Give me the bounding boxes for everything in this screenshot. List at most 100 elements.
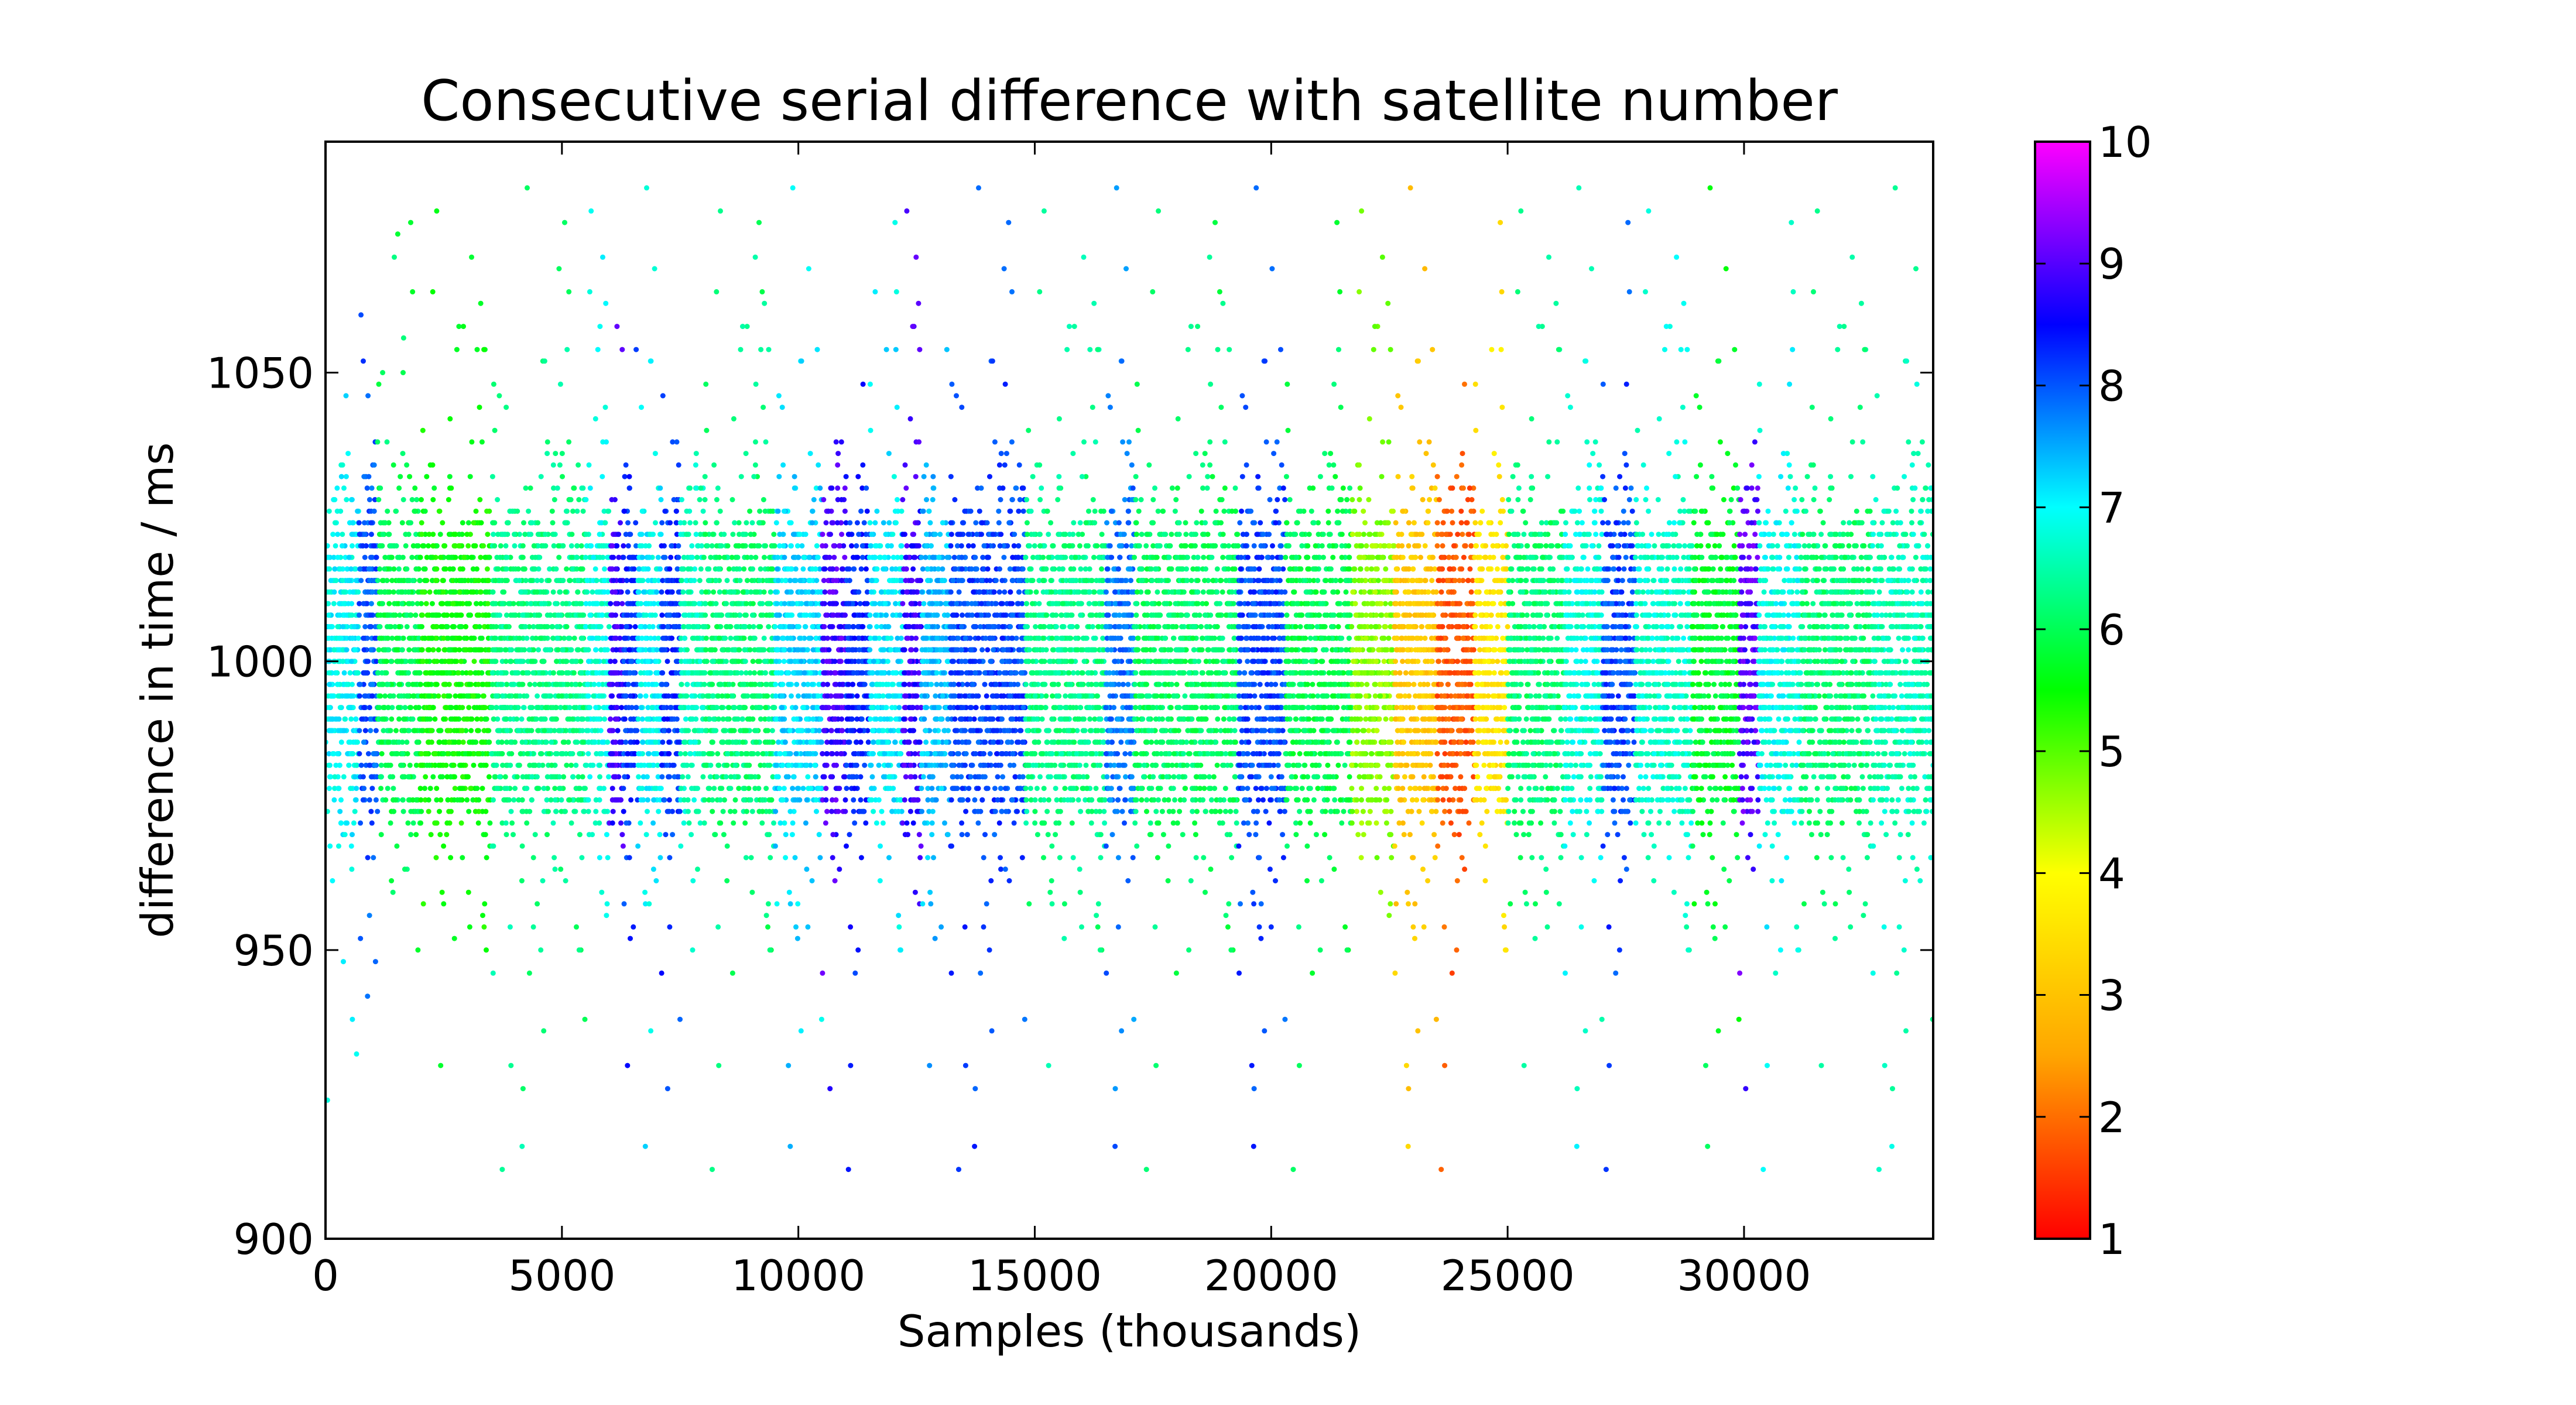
- scatter-point: [472, 647, 478, 653]
- scatter-point: [412, 485, 418, 491]
- scatter-point: [570, 716, 576, 722]
- scatter-point: [574, 554, 579, 560]
- scatter-point: [539, 601, 544, 606]
- scatter-point: [705, 578, 711, 584]
- scatter-point: [582, 1016, 588, 1022]
- scatter-point: [512, 543, 518, 549]
- scatter-point: [658, 532, 664, 537]
- scatter-point: [491, 716, 496, 722]
- scatter-point: [396, 705, 402, 711]
- scatter-point: [487, 820, 493, 826]
- scatter-point: [379, 543, 385, 549]
- scatter-point: [494, 705, 499, 711]
- scatter-point: [560, 474, 565, 479]
- scatter-point: [355, 635, 361, 641]
- scatter-point: [578, 566, 584, 572]
- scatter-point: [360, 774, 366, 780]
- scatter-point: [399, 589, 405, 595]
- scatter-point: [368, 601, 374, 606]
- scatter-point: [519, 1143, 525, 1149]
- scatter-point: [483, 612, 489, 618]
- scatter-point: [410, 820, 416, 826]
- scatter-point: [498, 670, 503, 676]
- scatter-point: [535, 693, 540, 699]
- scatter-point: [400, 578, 406, 584]
- scatter-point: [407, 601, 412, 606]
- scatter-point: [649, 705, 655, 711]
- scatter-point: [752, 254, 758, 260]
- scatter-point: [380, 532, 386, 537]
- scatter-point: [748, 635, 753, 641]
- scatter-point: [766, 808, 772, 814]
- scatter-point: [346, 762, 352, 768]
- scatter-point: [732, 808, 738, 814]
- scatter-point: [477, 405, 482, 410]
- scatter-point: [681, 820, 687, 826]
- scatter-point: [451, 543, 457, 549]
- scatter-point: [621, 543, 626, 549]
- scatter-point: [491, 797, 496, 803]
- scatter-point: [535, 705, 541, 711]
- scatter-point: [644, 670, 650, 676]
- scatter-point: [593, 808, 599, 814]
- scatter-point: [366, 762, 372, 768]
- scatter-point: [687, 751, 693, 756]
- scatter-point: [689, 543, 695, 549]
- scatter-point: [761, 497, 766, 502]
- scatter-point: [368, 532, 374, 537]
- scatter-point: [332, 497, 338, 502]
- scatter-point: [689, 554, 695, 560]
- scatter-point: [666, 808, 672, 814]
- scatter-point: [679, 578, 684, 584]
- scatter-point: [550, 716, 556, 722]
- scatter-point: [347, 705, 353, 711]
- scatter-point: [532, 762, 538, 768]
- scatter-point: [597, 786, 602, 791]
- scatter-point: [716, 716, 721, 722]
- scatter-point: [577, 601, 583, 606]
- scatter-point: [407, 474, 413, 479]
- scatter-point: [432, 820, 438, 826]
- scatter-point: [568, 647, 574, 653]
- scatter-point: [407, 612, 413, 618]
- scatter-point: [701, 624, 707, 629]
- scatter-point: [354, 786, 359, 791]
- scatter-point: [678, 647, 684, 653]
- scatter-point: [327, 624, 332, 629]
- scatter-point: [496, 393, 502, 399]
- scatter-point: [574, 924, 579, 930]
- scatter-point: [363, 693, 369, 699]
- scatter-point: [376, 381, 382, 387]
- scatter-point: [330, 751, 335, 756]
- scatter-point: [615, 728, 621, 734]
- scatter-point: [489, 589, 495, 595]
- scatter-point: [600, 254, 605, 260]
- scatter-point: [419, 728, 424, 734]
- scatter-point: [444, 832, 450, 838]
- scatter-point: [742, 786, 748, 791]
- scatter-point: [391, 566, 397, 572]
- scatter-point: [344, 820, 350, 826]
- scatter-point: [708, 554, 714, 560]
- scatter-point: [605, 508, 611, 514]
- scatter-point: [396, 624, 402, 629]
- scatter-point: [614, 681, 620, 687]
- scatter-point: [575, 716, 581, 722]
- scatter-point: [495, 532, 501, 537]
- scatter-point: [405, 681, 411, 687]
- scatter-point: [433, 855, 439, 861]
- scatter-point: [683, 751, 688, 756]
- scatter-point: [402, 866, 407, 872]
- scatter-point: [341, 728, 347, 734]
- scatter-point: [586, 462, 592, 468]
- scatter-point: [484, 728, 490, 734]
- scatter-point: [694, 647, 700, 653]
- scatter-point: [668, 554, 674, 560]
- scatter-point: [468, 635, 474, 641]
- scatter-point: [400, 774, 406, 780]
- scatter-point: [375, 705, 381, 711]
- scatter-point: [638, 693, 643, 699]
- scatter-point: [748, 855, 754, 861]
- scatter-point: [474, 786, 480, 791]
- scatter-point: [681, 612, 687, 618]
